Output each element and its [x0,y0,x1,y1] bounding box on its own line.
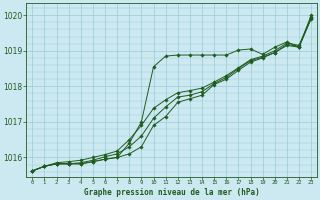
X-axis label: Graphe pression niveau de la mer (hPa): Graphe pression niveau de la mer (hPa) [84,188,260,197]
